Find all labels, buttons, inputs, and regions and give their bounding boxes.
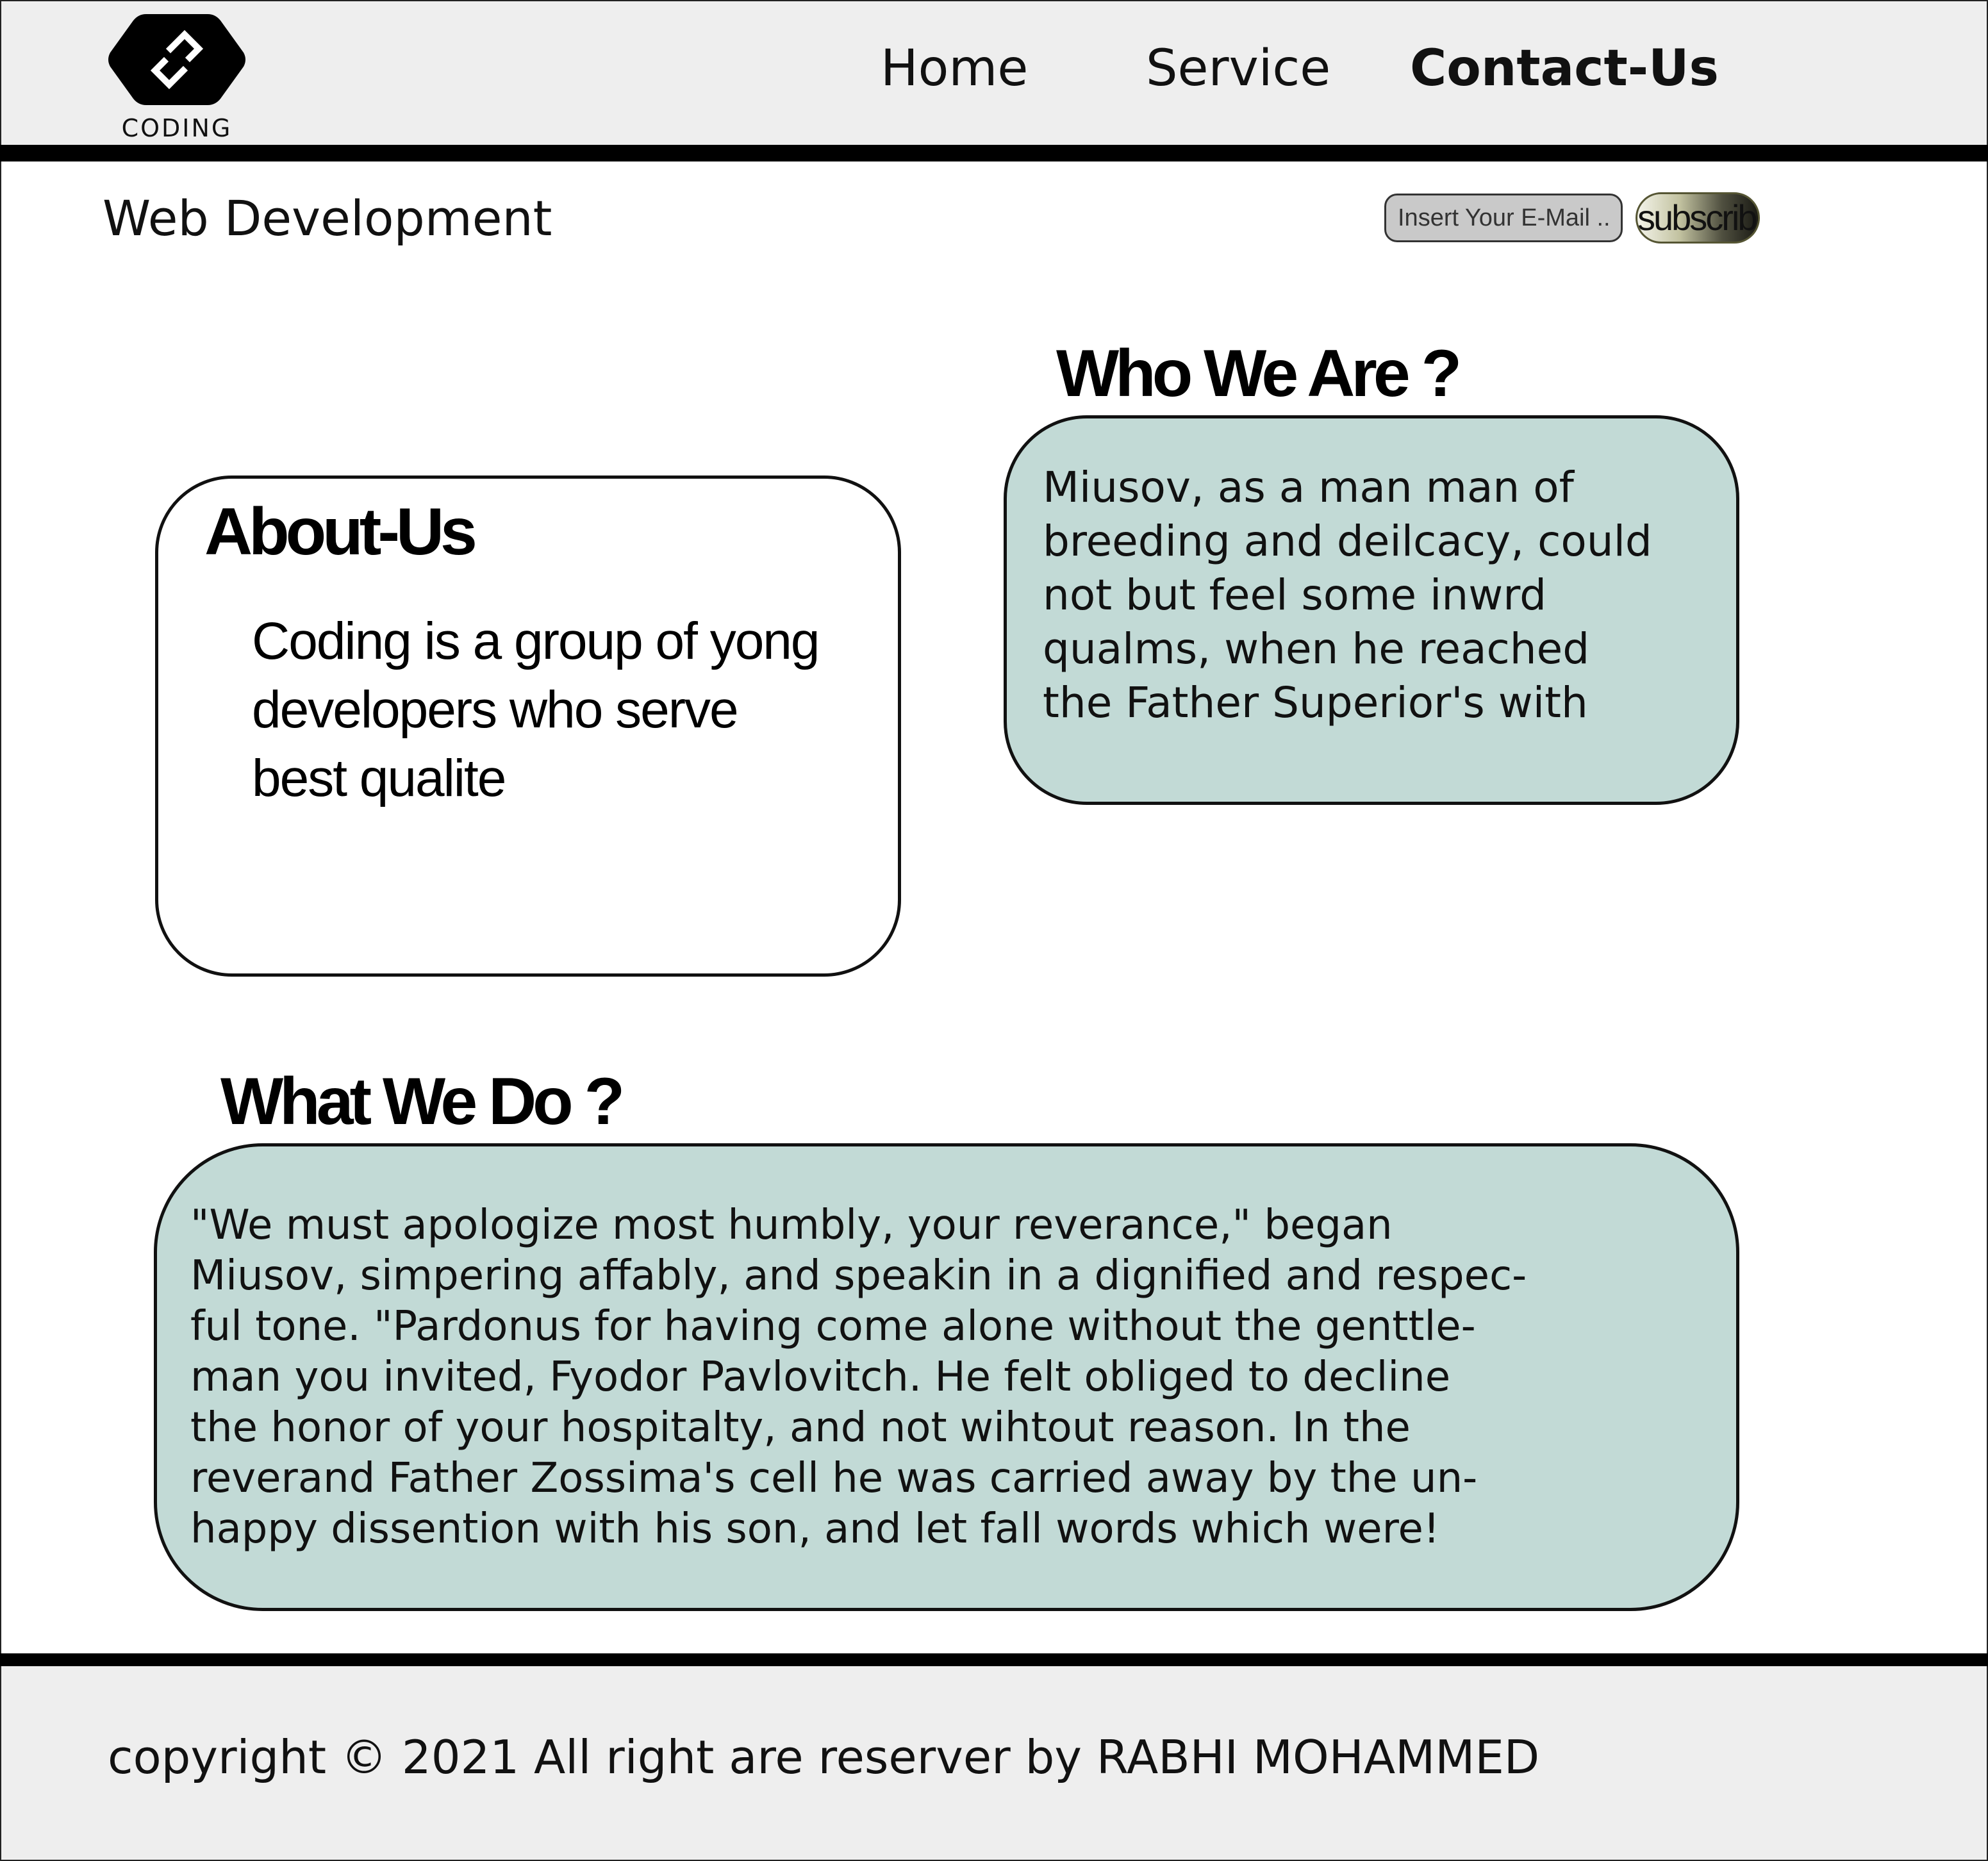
nav-service-link[interactable]: Service bbox=[1146, 40, 1331, 97]
site-logo[interactable]: CODING bbox=[106, 12, 247, 142]
what-we-do-heading: What We Do ? bbox=[220, 1064, 625, 1139]
page-title: Web Development bbox=[103, 190, 552, 247]
nav-contact-link[interactable]: Contact-Us bbox=[1410, 40, 1719, 97]
who-we-are-text: Miusov, as a man man of breeding and dei… bbox=[1043, 463, 1652, 727]
email-field[interactable] bbox=[1384, 194, 1623, 242]
logo-text: CODING bbox=[121, 114, 233, 142]
about-us-card: About-Us Coding is a group of yong devel… bbox=[155, 476, 901, 977]
about-us-heading: About-Us bbox=[204, 495, 477, 569]
about-us-text: Coding is a group of yong developers who… bbox=[252, 612, 820, 807]
nav-home-link[interactable]: Home bbox=[881, 40, 1029, 97]
subscribe-button[interactable]: subscribe bbox=[1636, 192, 1760, 244]
what-we-do-card: "We must apologize most humbly, your rev… bbox=[154, 1143, 1739, 1611]
copyright-text: copyright © 2021 All right are reserver … bbox=[108, 1730, 1540, 1784]
site-header bbox=[1, 1, 1987, 145]
header-divider bbox=[0, 145, 1988, 161]
coding-logo-icon bbox=[108, 14, 245, 105]
site-footer bbox=[1, 1666, 1987, 1860]
footer-divider bbox=[0, 1653, 1988, 1666]
who-we-are-heading: Who We Are ? bbox=[1056, 336, 1462, 411]
who-we-are-card: Miusov, as a man man of breeding and dei… bbox=[1004, 415, 1739, 805]
what-we-do-text: "We must apologize most humbly, your rev… bbox=[190, 1202, 1527, 1553]
